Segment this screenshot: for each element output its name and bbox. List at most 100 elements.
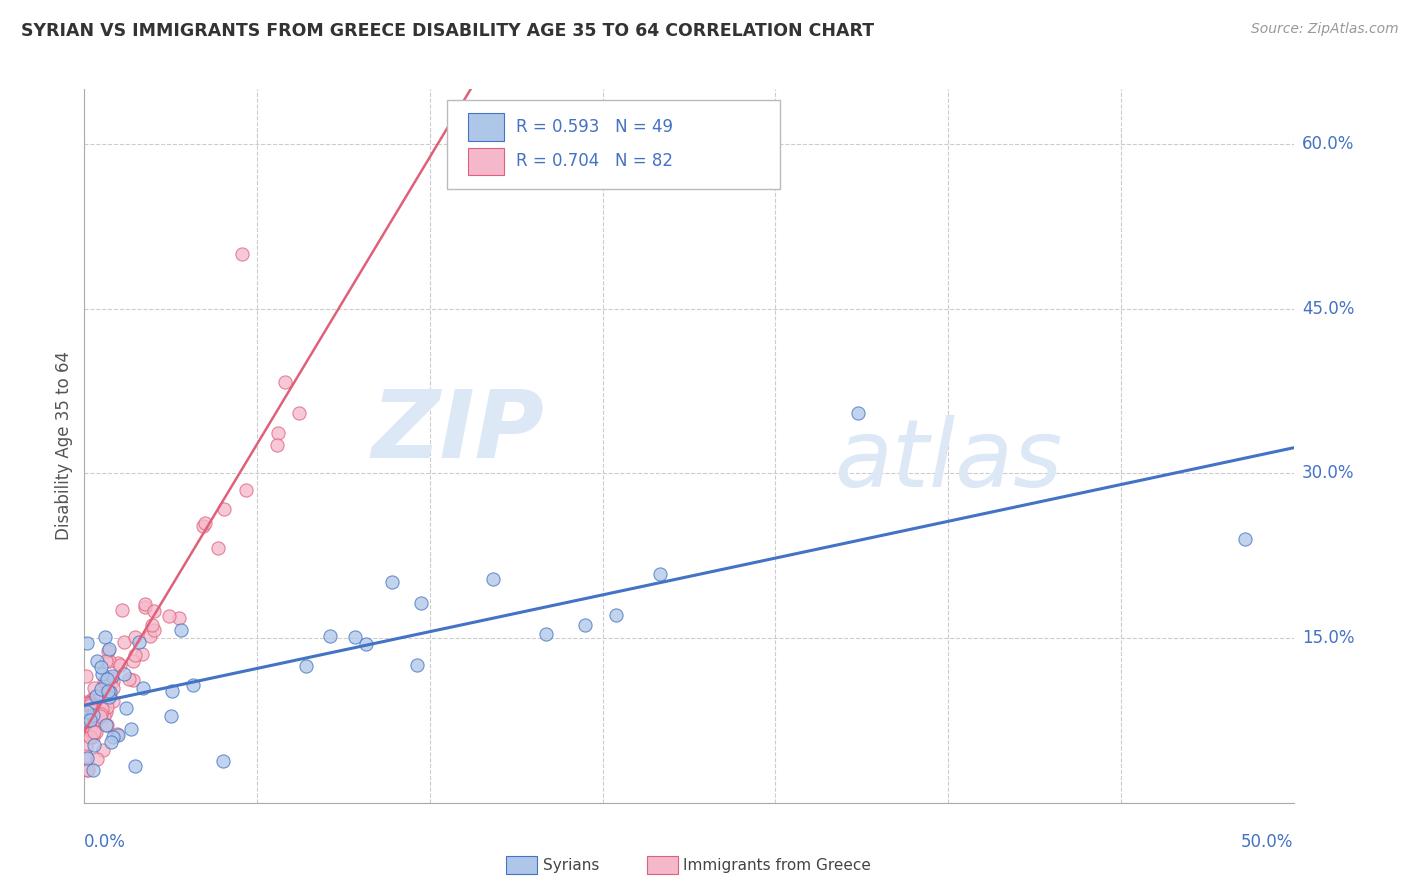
Point — [96, 718, 118, 732]
Point — [846, 406, 869, 420]
Point — [124, 759, 146, 773]
Point — [79, 704, 101, 718]
Point — [75, 696, 97, 710]
Point — [76, 705, 98, 719]
Point — [94, 676, 117, 690]
Point — [94, 630, 117, 644]
Point — [170, 624, 193, 638]
Point — [76, 713, 98, 727]
Text: 30.0%: 30.0% — [1302, 465, 1354, 483]
Point — [96, 654, 118, 668]
Point — [141, 618, 163, 632]
Point — [98, 685, 121, 699]
Point — [96, 672, 118, 686]
Point — [143, 604, 166, 618]
Point — [75, 749, 97, 764]
Point — [124, 648, 146, 663]
Text: 60.0%: 60.0% — [1302, 135, 1354, 153]
Point — [288, 406, 311, 420]
Point — [121, 654, 143, 668]
Point — [82, 690, 104, 705]
Point — [381, 575, 404, 590]
Point — [79, 720, 101, 734]
Point — [167, 610, 190, 624]
Point — [75, 714, 97, 729]
Point — [75, 723, 97, 737]
Point — [75, 697, 97, 711]
Point — [274, 376, 297, 390]
Point — [114, 667, 136, 681]
Point — [128, 635, 150, 649]
Point — [84, 690, 107, 704]
Point — [160, 708, 183, 723]
Point — [207, 541, 229, 555]
Point — [100, 735, 122, 749]
Point — [648, 567, 671, 582]
Point — [103, 674, 125, 689]
Text: 15.0%: 15.0% — [1302, 629, 1354, 647]
Point — [212, 501, 235, 516]
Point — [114, 700, 136, 714]
Point — [90, 667, 112, 681]
Text: ZIP: ZIP — [371, 385, 544, 478]
Point — [319, 629, 342, 643]
Point — [76, 635, 98, 649]
Point — [267, 426, 290, 441]
Point — [101, 681, 124, 696]
Point — [138, 629, 160, 643]
Bar — [468, 113, 503, 141]
Point — [181, 678, 204, 692]
Point — [118, 672, 141, 686]
Point — [211, 755, 233, 769]
Point — [79, 713, 101, 727]
Text: 50.0%: 50.0% — [1241, 833, 1294, 851]
Point — [193, 518, 215, 533]
Point — [107, 728, 129, 742]
Point — [235, 483, 257, 497]
Bar — [468, 148, 503, 175]
Point — [79, 697, 101, 711]
Point — [101, 669, 124, 683]
Point — [79, 695, 101, 709]
Point — [80, 718, 103, 732]
Point — [76, 710, 98, 724]
Point — [343, 631, 366, 645]
Point — [103, 730, 125, 744]
Text: 45.0%: 45.0% — [1302, 300, 1354, 318]
Point — [83, 738, 105, 752]
Point — [76, 751, 98, 765]
Point — [97, 684, 120, 698]
Point — [84, 714, 107, 728]
Text: atlas: atlas — [834, 415, 1063, 506]
Point — [93, 675, 115, 690]
Point — [79, 731, 101, 745]
Point — [87, 706, 110, 721]
Point — [75, 699, 97, 714]
Point — [89, 686, 111, 700]
Point — [75, 708, 97, 723]
Point — [79, 708, 101, 723]
Point — [97, 641, 120, 656]
Point — [83, 725, 105, 739]
Point — [75, 714, 97, 728]
Point — [91, 702, 114, 716]
Point — [75, 740, 97, 755]
Point — [411, 596, 433, 610]
Point — [122, 673, 145, 687]
Point — [76, 763, 98, 777]
Point — [80, 725, 103, 739]
Point — [124, 630, 146, 644]
Point — [534, 627, 557, 641]
Point — [75, 695, 97, 709]
Point — [98, 690, 121, 704]
Point — [90, 659, 112, 673]
Point — [131, 647, 153, 661]
Point — [90, 706, 112, 721]
Point — [112, 635, 135, 649]
Point — [86, 752, 108, 766]
Point — [295, 658, 318, 673]
Point — [134, 600, 156, 615]
Point — [79, 698, 101, 713]
Point — [82, 692, 104, 706]
Point — [97, 644, 120, 658]
